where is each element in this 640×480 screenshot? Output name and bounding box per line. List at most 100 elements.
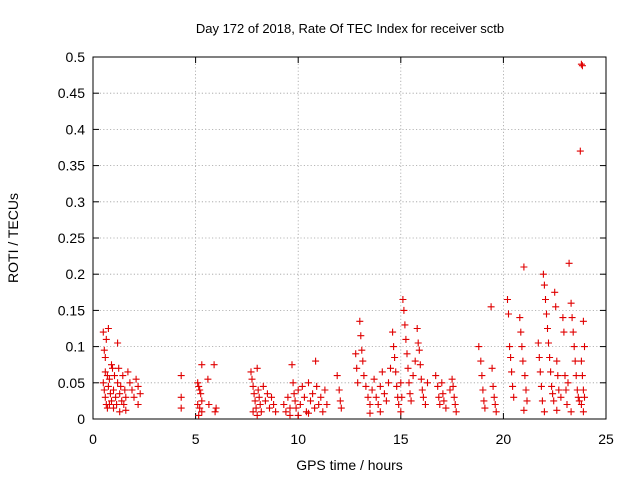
data-point <box>523 397 531 405</box>
data-point <box>128 386 136 394</box>
data-point <box>356 317 364 325</box>
data-point <box>177 404 185 412</box>
x-tick-label: 25 <box>598 431 614 447</box>
data-point <box>100 346 108 354</box>
data-point <box>403 350 411 358</box>
data-point <box>104 325 112 332</box>
y-tick-label: 0.25 <box>58 230 85 246</box>
data-point <box>197 390 205 398</box>
data-point <box>177 393 185 401</box>
data-point <box>538 397 546 405</box>
data-point <box>387 364 394 372</box>
x-axis-label: GPS time / hours <box>296 457 403 473</box>
data-point <box>108 397 115 405</box>
data-point <box>291 397 299 405</box>
y-tick-label: 0.05 <box>58 375 85 391</box>
data-point <box>368 386 376 394</box>
data-point <box>561 372 569 380</box>
data-point <box>545 339 552 347</box>
data-point <box>376 382 384 390</box>
data-point <box>366 409 374 417</box>
data-point <box>519 357 527 365</box>
data-point <box>549 390 557 398</box>
data-point <box>101 354 109 361</box>
data-point <box>543 310 550 318</box>
data-point <box>492 408 500 416</box>
data-point <box>518 343 526 351</box>
data-point <box>553 406 561 414</box>
x-tick-label: 20 <box>496 431 512 447</box>
data-point <box>294 411 302 419</box>
data-point <box>280 401 288 408</box>
data-point <box>481 404 489 412</box>
data-point <box>567 408 575 416</box>
data-point <box>402 335 410 343</box>
data-point <box>115 364 123 372</box>
data-point <box>109 364 116 372</box>
data-point <box>392 368 400 376</box>
data-point <box>114 379 122 387</box>
data-point <box>401 321 409 329</box>
data-point <box>534 339 542 347</box>
data-point <box>210 361 218 369</box>
data-point <box>319 408 327 416</box>
data-point <box>448 375 456 383</box>
data-point <box>298 382 306 390</box>
data-point <box>572 372 580 380</box>
data-point <box>579 408 587 416</box>
data-point <box>110 404 117 412</box>
data-point <box>268 393 275 401</box>
data-point <box>353 364 361 372</box>
data-point <box>537 382 545 390</box>
data-point <box>212 404 220 412</box>
chart-title: Day 172 of 2018, Rate Of TEC Index for r… <box>196 21 504 36</box>
data-point <box>555 386 563 394</box>
data-point <box>559 314 567 322</box>
data-point <box>569 328 577 336</box>
data-point <box>400 306 408 314</box>
plot-area-border <box>92 56 607 420</box>
data-point <box>436 401 444 408</box>
data-point <box>568 314 576 322</box>
data-point <box>358 346 366 354</box>
x-tick-label: 10 <box>290 431 306 447</box>
data-point <box>257 408 265 416</box>
data-point <box>249 408 257 416</box>
data-point <box>101 393 109 401</box>
x-tick-label: 15 <box>393 431 409 447</box>
data-point <box>333 372 341 380</box>
data-point <box>413 325 421 332</box>
data-point <box>112 393 120 401</box>
data-point <box>554 372 562 380</box>
data-point <box>119 372 127 380</box>
data-point <box>366 401 374 408</box>
data-point <box>380 390 388 398</box>
data-point <box>451 401 459 408</box>
data-point <box>550 397 558 405</box>
data-point <box>120 401 128 408</box>
data-point <box>309 390 317 398</box>
data-point <box>414 339 422 347</box>
data-point <box>323 401 331 408</box>
data-point <box>553 357 561 365</box>
data-point <box>517 328 525 336</box>
data-point <box>399 296 407 303</box>
data-point <box>105 401 113 408</box>
data-point <box>411 357 419 365</box>
data-point <box>507 354 515 361</box>
data-point <box>516 314 524 322</box>
data-point <box>489 382 497 390</box>
data-point <box>194 401 202 408</box>
data-point <box>506 343 514 351</box>
data-point <box>382 397 390 405</box>
data-point <box>522 386 530 394</box>
y-tick-label: 0.4 <box>66 121 86 137</box>
axis-ticks: 0 0.05 0.1 0.15 0.2 0.25 0.3 0.35 0.4 0.45 0.5 0 5 10… <box>58 49 614 447</box>
data-point <box>99 379 107 387</box>
data-point <box>536 368 544 376</box>
data-point <box>581 393 588 401</box>
data-point <box>335 386 343 394</box>
data-point <box>313 382 321 390</box>
data-point <box>116 408 124 416</box>
